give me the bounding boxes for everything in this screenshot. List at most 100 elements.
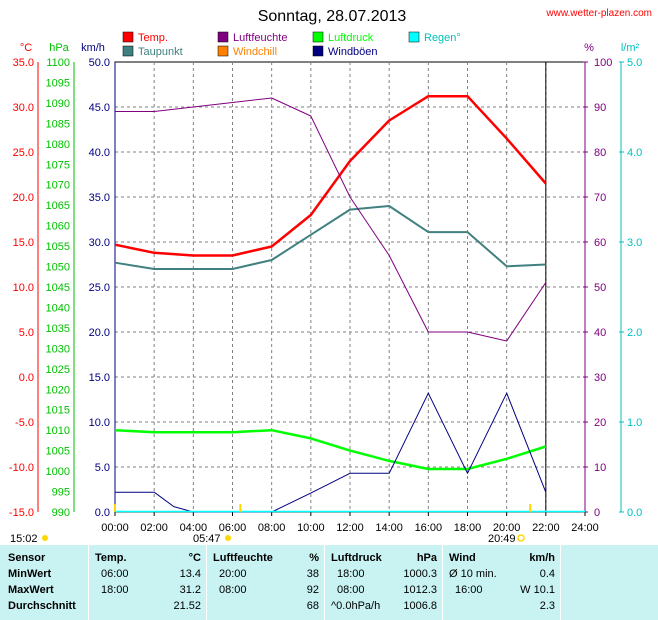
temp-max-value: 31.2 [179,584,201,596]
legend-swatch [312,31,324,43]
pressure-tick-label: 1085 [46,118,70,130]
rain-tick-label: 2.0 [627,327,642,339]
pressure-tick-label: 995 [52,487,70,499]
pressure-tick-label: 1035 [46,323,70,335]
wind-min-value: 0.4 [539,568,555,580]
x-tick-label: 00:00 [101,522,129,534]
header-wind-unit: km/h [529,552,555,564]
wind-tick-label: 30.0 [89,237,110,249]
wind-tick-label: 50.0 [89,57,110,69]
legend-swatch [312,45,324,57]
pressure-max-value: 1012.3 [403,584,437,596]
x-axis: 00:00 02:00 04:00 06:00 08:00 10:00 12:00 14:00… [101,512,599,534]
y-axes: 35.0 30.0 25.0 20.0 15.0 10.0 5.0 0.0 -5.0 -10.0 -… [9,57,642,519]
rain-unit-label: l/m² [621,42,640,54]
pressure-tick-label: 1025 [46,364,70,376]
wind-tick-label: 0.0 [95,507,110,519]
temp-tick-label: 15.0 [13,237,34,249]
legend-swatch [217,31,229,43]
row-label-max: MaxWert [8,584,54,596]
wind-max-time: 16:00 [455,584,483,596]
humidity-column: Luftfeuchte % 20:00 38 08:00 92 68 [206,545,325,620]
pressure-tick-label: 1000 [46,466,70,478]
header-humidity-unit: % [309,552,319,564]
humidity-tick-label: 90 [594,102,606,114]
temp-tick-label: -15.0 [9,507,34,519]
sun-icon [42,535,48,541]
humidity-tick-label: 20 [594,417,606,429]
sun-icon [225,535,231,541]
pressure-tick-label: 1100 [46,57,70,69]
pressure-tick-label: 1005 [46,446,70,458]
humidity-tick-label: 80 [594,147,606,159]
legend-label: Regen° [424,32,461,44]
x-tick-label: 22:00 [532,522,560,534]
legend-label: Luftfeuchte [233,32,287,44]
temp-min-time: 06:00 [101,568,129,580]
pressure-tick-label: 1015 [46,405,70,417]
temp-tick-label: -10.0 [9,462,34,474]
humidity-min-time: 20:00 [219,568,247,580]
legend-label: Luftdruck [328,32,374,44]
header-pressure-unit: hPa [416,552,437,564]
wind-tick-label: 10.0 [89,417,110,429]
sunrise-label: 05:47 [193,533,221,545]
x-tick-label: 12:00 [336,522,364,534]
pressure-tick-label: 1090 [46,98,70,110]
temp-unit-label: °C [20,42,32,54]
sunset-label: 20:49 [488,533,516,545]
pressure-tick-label: 1045 [46,282,70,294]
pressure-tick-label: 1065 [46,200,70,212]
chart-title: Sonntag, 28.07.2013 [258,8,407,25]
pressure-tick-label: 1030 [46,343,70,355]
sensor-column: Sensor MinWert MaxWert Durchschnitt [0,545,88,620]
header-temp: Temp. [95,552,127,564]
legend-swatch [122,45,134,57]
x-tick-label: 24:00 [571,522,599,534]
temp-min-value: 13.4 [179,568,201,580]
pressure-max-time: 08:00 [337,584,365,596]
pressure-min-time: 18:00 [337,568,365,580]
wind-unit-label: km/h [81,42,105,54]
wind-tick-label: 25.0 [89,282,110,294]
rain-tick-label: 0.0 [627,507,642,519]
pressure-tick-label: 1020 [46,384,70,396]
pressure-tick-label: 1055 [46,241,70,253]
pressure-avg-value: 1006.8 [403,600,437,612]
x-tick-label: 08:00 [258,522,286,534]
x-tick-label: 20:00 [493,522,521,534]
pressure-tick-label: 990 [52,507,70,519]
temp-column: Temp. °C 06:00 13.4 18:00 31.2 21.52 [88,545,207,620]
legend-label: Windböen [328,46,378,58]
data-series [114,94,585,513]
humidity-tick-label: 100 [594,57,612,69]
series-line-windb-en [115,392,547,513]
legend: Temp. Taupunkt Luftfeuchte Windchill Luftdru… [122,31,461,58]
pressure-min-value: 1000.3 [403,568,437,580]
temp-tick-label: 0.0 [19,372,34,384]
temp-tick-label: 35.0 [13,57,34,69]
temp-tick-label: 30.0 [13,102,34,114]
wind-tick-label: 15.0 [89,372,110,384]
temp-tick-label: 10.0 [13,282,34,294]
humidity-tick-label: 60 [594,237,606,249]
pressure-tick-label: 1040 [46,302,70,314]
legend-swatch [122,31,134,43]
humidity-min-value: 38 [306,568,319,580]
spare-column [560,545,658,620]
header-pressure: Luftdruck [331,552,382,564]
temp-tick-label: 25.0 [13,147,34,159]
site-link[interactable]: www.wetter-plazen.com [545,8,652,19]
axis-unit-headers: °C hPa km/h% l/m² [20,42,640,54]
x-tick-label: 02:00 [140,522,168,534]
pressure-tick-label: 1010 [46,425,70,437]
wind-tick-label: 20.0 [89,327,110,339]
series-line-luftfeuchte [115,97,547,342]
temp-tick-label: -5.0 [15,417,34,429]
humidity-tick-label: 0 [594,507,600,519]
x-tick-label: 06:00 [219,522,247,534]
wind-column: Wind km/h Ø 10 min. 0.4 16:00 W 10.1 2.3 [442,545,561,620]
row-label-avg: Durchschnitt [8,600,76,612]
sunset-prev-label: 15:02 [10,533,38,545]
statistics-table: Sensor MinWert MaxWert Durchschnitt Temp… [0,545,658,620]
